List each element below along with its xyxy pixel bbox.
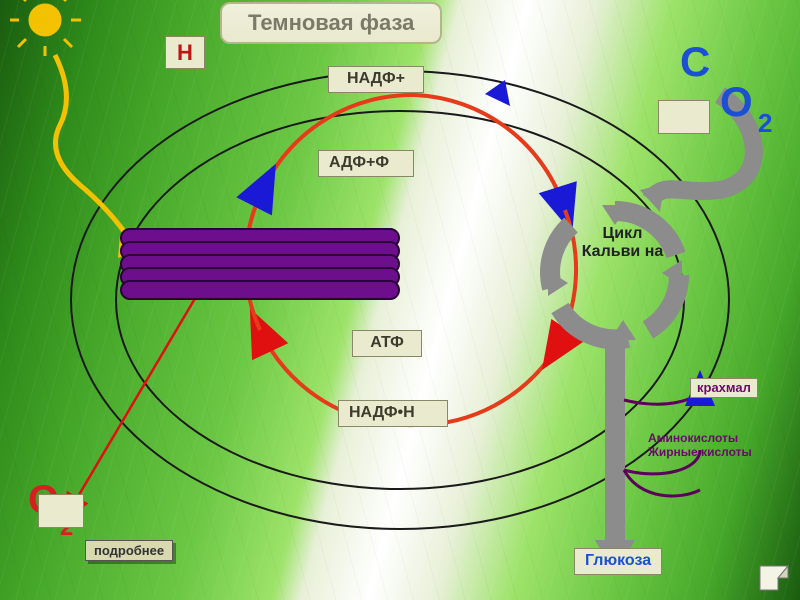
starch-label: крахмал [690, 378, 758, 398]
thylakoid-stack [120, 228, 400, 298]
o2-box [38, 494, 84, 528]
atp-label: АТФ [352, 330, 422, 357]
nadp-h-label: НАДФ•Н [338, 400, 448, 427]
nadp-plus-label: НАДФ+ [328, 66, 424, 93]
co2-o: О [720, 78, 753, 126]
co2-c: С [680, 38, 710, 86]
calvin-cycle-label: Цикл Кальви на [580, 225, 665, 261]
page-corner-icon[interactable] [758, 564, 794, 594]
hidden-label: Н [165, 36, 205, 69]
glucose-label: Глюкоза [574, 548, 662, 575]
co2-sub2: 2 [758, 108, 772, 139]
adp-plus-p-label: АДФ+Ф [318, 150, 414, 177]
more-button[interactable]: подробнее [85, 540, 173, 561]
co2-box [658, 100, 710, 134]
amino-fatty-label: Аминокислоты Жирные кислоты [648, 432, 752, 460]
sun-icon [10, 0, 110, 115]
phase-title: Темновая фаза [220, 2, 442, 44]
